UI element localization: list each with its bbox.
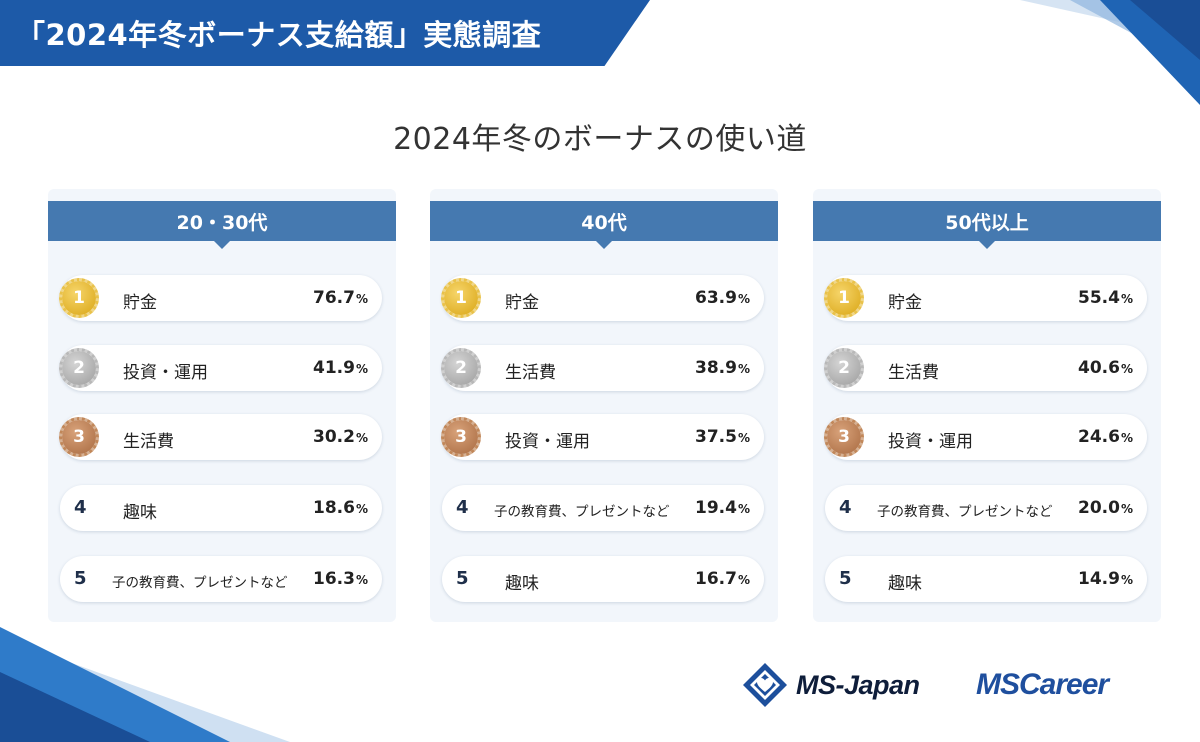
item-label: 子の教育費、プレゼントなど bbox=[494, 504, 670, 520]
item-label: 貯金 bbox=[505, 293, 539, 313]
gold-medal-icon: 1 bbox=[824, 278, 864, 318]
panel-age-40: 40代 1 貯金 63.9% 2 生活費 38.9% 3 投資・運用 37.5%… bbox=[430, 189, 778, 622]
item-label: 趣味 bbox=[888, 574, 922, 594]
item-percent: 14.9% bbox=[1078, 569, 1133, 589]
silver-medal-icon: 2 bbox=[824, 348, 864, 388]
rank-row-4: 4 子の教育費、プレゼントなど 19.4% bbox=[442, 485, 764, 531]
rank-row-3: 3 投資・運用 37.5% bbox=[441, 414, 764, 460]
title-banner: 「2024年冬ボーナス支給額」実態調査 bbox=[0, 0, 650, 66]
rank-row-4: 4 子の教育費、プレゼントなど 20.0% bbox=[825, 485, 1147, 531]
panel-title: 50代以上 bbox=[813, 201, 1161, 249]
diamond-heart-logo-icon bbox=[743, 663, 787, 707]
rank-row-3: 3 生活費 30.2% bbox=[59, 414, 382, 460]
item-label: 投資・運用 bbox=[888, 432, 973, 452]
panel-title: 20・30代 bbox=[48, 201, 396, 249]
silver-medal-icon: 2 bbox=[59, 348, 99, 388]
ms-japan-logo: MS-Japan bbox=[742, 662, 920, 708]
gold-medal-icon: 1 bbox=[59, 278, 99, 318]
item-percent: 38.9% bbox=[695, 358, 750, 378]
item-label: 趣味 bbox=[123, 503, 157, 523]
rank-row-2: 2 投資・運用 41.9% bbox=[59, 345, 382, 391]
rank-row-5: 5 趣味 16.7% bbox=[442, 556, 764, 602]
rank-number: 5 bbox=[839, 568, 852, 589]
item-label: 貯金 bbox=[888, 293, 922, 313]
rank-row-3: 3 投資・運用 24.6% bbox=[824, 414, 1147, 460]
top-right-decoration bbox=[1020, 0, 1200, 105]
bronze-medal-icon: 3 bbox=[824, 417, 864, 457]
item-percent: 18.6% bbox=[313, 498, 368, 518]
item-percent: 41.9% bbox=[313, 358, 368, 378]
rank-row-2: 2 生活費 38.9% bbox=[441, 345, 764, 391]
item-percent: 63.9% bbox=[695, 288, 750, 308]
bronze-medal-icon: 3 bbox=[441, 417, 481, 457]
item-percent: 37.5% bbox=[695, 427, 750, 447]
item-percent: 16.3% bbox=[313, 569, 368, 589]
silver-medal-icon: 2 bbox=[441, 348, 481, 388]
item-label: 生活費 bbox=[888, 363, 939, 383]
panel-title: 40代 bbox=[430, 201, 778, 249]
item-percent: 20.0% bbox=[1078, 498, 1133, 518]
ms-japan-wordmark: MS-Japan bbox=[796, 669, 920, 700]
item-percent: 55.4% bbox=[1078, 288, 1133, 308]
bottom-left-decoration bbox=[0, 627, 290, 742]
item-percent: 24.6% bbox=[1078, 427, 1133, 447]
rank-row-1: 1 貯金 55.4% bbox=[824, 275, 1147, 321]
rank-number: 5 bbox=[456, 568, 469, 589]
rank-number: 4 bbox=[839, 497, 852, 518]
rank-row-4: 4 趣味 18.6% bbox=[60, 485, 382, 531]
panel-age-50-plus: 50代以上 1 貯金 55.4% 2 生活費 40.6% 3 投資・運用 24.… bbox=[813, 189, 1161, 622]
item-label: 趣味 bbox=[505, 574, 539, 594]
rank-row-5: 5 子の教育費、プレゼントなど 16.3% bbox=[60, 556, 382, 602]
gold-medal-icon: 1 bbox=[441, 278, 481, 318]
item-percent: 16.7% bbox=[695, 569, 750, 589]
item-label: 貯金 bbox=[123, 293, 157, 313]
ms-career-logo: MSCareer bbox=[976, 668, 1109, 701]
rank-row-1: 1 貯金 63.9% bbox=[441, 275, 764, 321]
rank-row-1: 1 貯金 76.7% bbox=[59, 275, 382, 321]
item-percent: 76.7% bbox=[313, 288, 368, 308]
item-percent: 40.6% bbox=[1078, 358, 1133, 378]
item-percent: 30.2% bbox=[313, 427, 368, 447]
item-label: 生活費 bbox=[123, 432, 174, 452]
item-label: 投資・運用 bbox=[123, 363, 208, 383]
panel-age-20-30: 20・30代 1 貯金 76.7% 2 投資・運用 41.9% 3 生活費 30… bbox=[48, 189, 396, 622]
rank-number: 5 bbox=[74, 568, 87, 589]
chart-subtitle: 2024年冬のボーナスの使い道 bbox=[393, 122, 807, 157]
bronze-medal-icon: 3 bbox=[59, 417, 99, 457]
item-label: 子の教育費、プレゼントなど bbox=[877, 504, 1053, 520]
rank-row-2: 2 生活費 40.6% bbox=[824, 345, 1147, 391]
page-title: 「2024年冬ボーナス支給額」実態調査 bbox=[16, 18, 542, 52]
rank-number: 4 bbox=[74, 497, 87, 518]
rank-row-5: 5 趣味 14.9% bbox=[825, 556, 1147, 602]
item-label: 投資・運用 bbox=[505, 432, 590, 452]
rank-number: 4 bbox=[456, 497, 469, 518]
item-percent: 19.4% bbox=[695, 498, 750, 518]
item-label: 生活費 bbox=[505, 363, 556, 383]
item-label: 子の教育費、プレゼントなど bbox=[112, 575, 288, 591]
